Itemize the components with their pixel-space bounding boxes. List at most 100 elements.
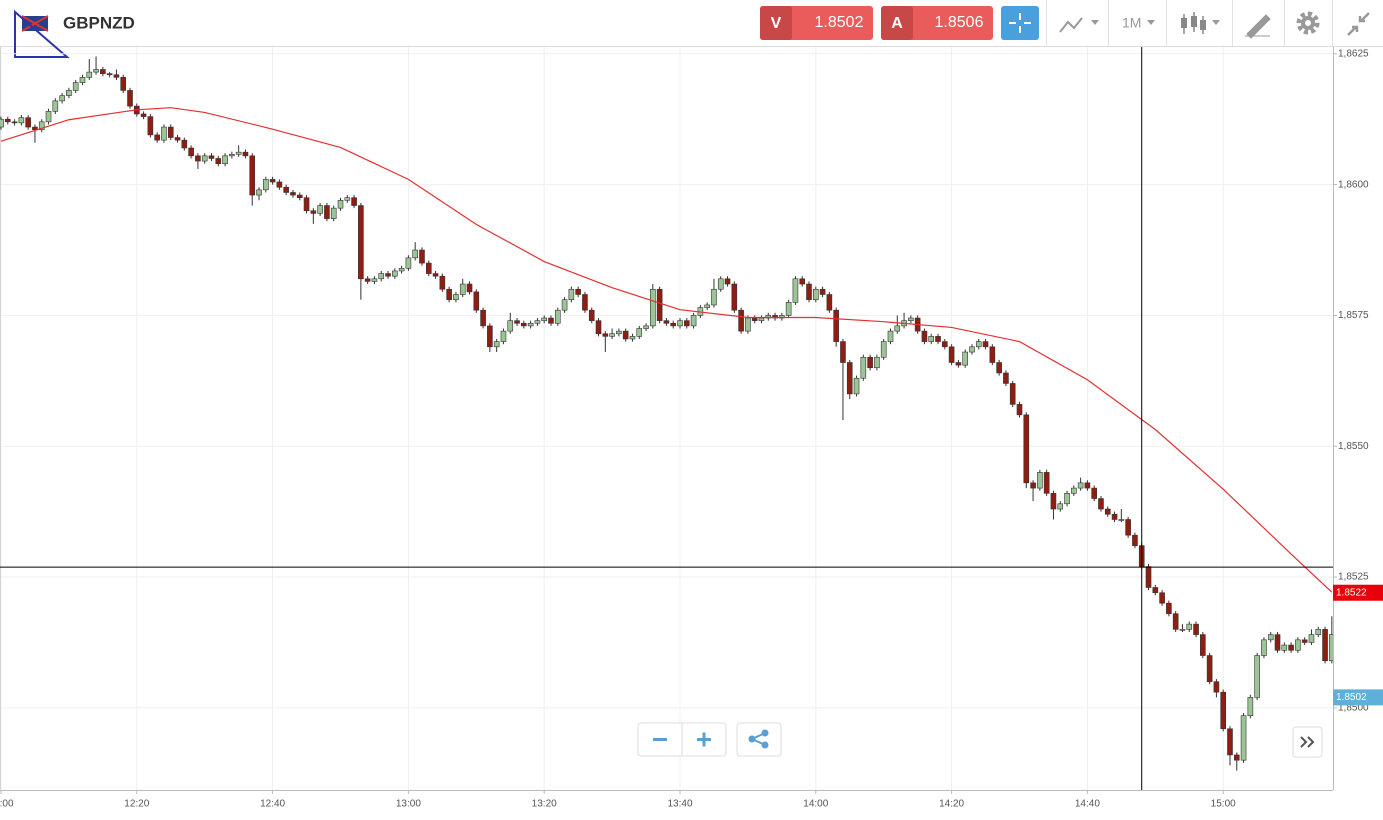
candle-body: [11, 121, 18, 124]
candle-body: [724, 278, 731, 285]
collapse-button[interactable]: [1347, 12, 1370, 36]
candle-body: [867, 356, 873, 369]
zoom-in[interactable]: [697, 732, 711, 747]
candle-body: [1322, 629, 1328, 662]
candle-body: [229, 153, 235, 157]
candle-body: [1329, 634, 1333, 662]
scroll-latest-button[interactable]: [1292, 726, 1323, 758]
candle-body: [582, 294, 588, 311]
candle-body: [1030, 482, 1036, 489]
candle-body: [711, 288, 717, 306]
candle-body: [928, 336, 935, 342]
symbol: GBPNZD: [63, 13, 135, 32]
candle-body: [283, 186, 289, 193]
candle-body: [1261, 639, 1267, 656]
candle-body: [1071, 487, 1077, 494]
price-label: 1.8522: [1336, 587, 1367, 598]
crosshair-button[interactable]: [1001, 6, 1039, 40]
scroll-box: [1292, 726, 1323, 758]
candle-body: [1152, 587, 1159, 594]
moving-average: [0, 107, 1333, 593]
toolbar-separators: [1046, 0, 1333, 46]
candle-body: [66, 90, 72, 96]
candle-body: [459, 283, 466, 295]
candle-body: [480, 309, 486, 327]
candle-body: [853, 377, 860, 395]
candle-body: [446, 288, 452, 301]
candle-body: [317, 205, 323, 214]
indicator-button[interactable]: [1059, 17, 1099, 33]
candle-body: [738, 309, 744, 332]
candle-body: [45, 111, 52, 123]
candle-body: [473, 291, 480, 311]
candle-body: [432, 273, 439, 277]
candle-body: [887, 330, 894, 342]
candle-body: [358, 205, 364, 280]
candle-body: [1301, 639, 1308, 643]
candle-body: [826, 294, 833, 311]
share-button[interactable]: [736, 722, 782, 757]
candle-body: [840, 341, 846, 363]
candle-body: [1295, 639, 1301, 651]
buy-button-tag: [881, 6, 913, 40]
y-tick-label: 1,8525: [1338, 572, 1369, 583]
candle-body: [439, 275, 446, 290]
candle-body: [290, 192, 296, 196]
sell-price: 1.8502: [815, 14, 864, 31]
candle-body: [663, 320, 670, 324]
candle-body: [466, 283, 473, 293]
timeframe-button[interactable]: 1M: [1122, 15, 1155, 31]
candle-body: [127, 90, 133, 107]
candle-body: [548, 317, 554, 324]
flag-cross: [21, 15, 49, 32]
candle-body: [602, 333, 609, 337]
candle-body: [942, 341, 948, 348]
candle-body: [167, 126, 174, 138]
x-tick-label: 12:40: [260, 799, 285, 810]
settings-button[interactable]: [1296, 11, 1320, 35]
candle-body: [521, 322, 527, 327]
sell-button-tag: [760, 6, 792, 40]
candle-body: [507, 320, 514, 332]
draw-button[interactable]: [1245, 14, 1271, 39]
candle-body: [541, 317, 548, 321]
candle-body: [378, 273, 385, 280]
candle-body: [1166, 602, 1172, 614]
candle-body: [269, 179, 276, 183]
timeframe: 1M: [1122, 15, 1141, 31]
candle-body: [161, 126, 167, 141]
y-tick-label: 1,8600: [1338, 179, 1369, 190]
candle-body: [751, 317, 758, 321]
chart-type-button[interactable]: [1181, 12, 1220, 34]
candle-body: [1281, 644, 1288, 651]
candle-body: [1206, 655, 1213, 682]
x-tick-label: 13:00: [396, 799, 421, 810]
buy-button[interactable]: A 1.8506: [881, 6, 993, 40]
candle-body: [18, 117, 25, 124]
candle-body: [1111, 513, 1118, 520]
candle-body: [0, 118, 4, 128]
candle-body: [120, 77, 127, 91]
price-label-bg: [1333, 584, 1383, 601]
candle-body: [1240, 715, 1247, 761]
buy-label: A: [891, 15, 903, 32]
candle-body: [1084, 482, 1091, 489]
candle-body: [948, 346, 955, 363]
candle-body: [1091, 487, 1097, 499]
candle-body: [595, 320, 602, 335]
candle-body: [717, 278, 724, 290]
candle-body: [880, 341, 887, 358]
sell-button[interactable]: V 1.8502: [760, 6, 873, 40]
candle-body: [1288, 644, 1294, 651]
candle-body: [38, 121, 45, 130]
candle-body: [1118, 519, 1125, 521]
candle-body: [996, 362, 1002, 374]
candle-body: [1315, 629, 1322, 635]
candle-body: [704, 304, 710, 308]
candle-body: [337, 200, 344, 209]
share-dot: [761, 729, 769, 737]
candle-icon-body: [1200, 20, 1206, 30]
candle-body: [1057, 503, 1064, 510]
indicator-icon: [1059, 17, 1083, 33]
